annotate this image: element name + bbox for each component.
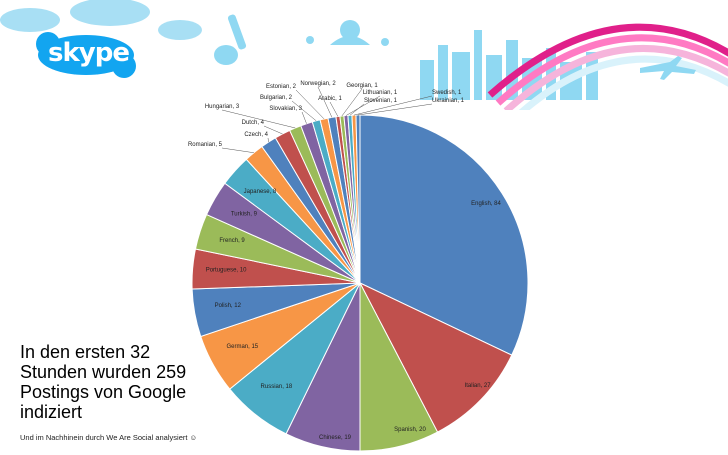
slice-label: Japanese, 8 — [244, 189, 277, 195]
slice-label: Slovenian, 1 — [364, 98, 398, 104]
footnote: Und im Nachhinein durch We Are Social an… — [20, 433, 198, 442]
slice-label: Spanish, 20 — [394, 427, 426, 433]
leader-line — [221, 109, 296, 129]
slice-label: Hungarian, 3 — [205, 104, 240, 110]
slice-label: Polish, 12 — [215, 303, 242, 309]
leader-line — [263, 125, 283, 135]
slice-label: Ukrainian, 1 — [432, 98, 465, 104]
pie-slice-english — [359, 114, 529, 356]
skype-logo-text: skype — [48, 38, 130, 68]
airplane-icon — [640, 56, 696, 80]
slice-label: Estonian, 2 — [266, 84, 297, 90]
slice-label: Slovakian, 3 — [269, 106, 302, 112]
slice-label: Arabic, 1 — [318, 96, 342, 102]
leader-line — [295, 89, 325, 120]
header-decoration — [0, 0, 728, 110]
slice-label: Swedish, 1 — [432, 90, 462, 96]
leader-line — [357, 103, 433, 116]
slice-label: Russian, 18 — [261, 384, 293, 390]
slice-label: Turkish, 9 — [231, 211, 258, 217]
slice-label: Romanian, 5 — [188, 142, 223, 148]
slice-label: Dutch, 4 — [242, 120, 265, 126]
slice-label: Italian, 27 — [465, 383, 492, 389]
leader-line — [291, 100, 317, 122]
leader-line — [317, 86, 333, 118]
leader-line — [267, 137, 269, 143]
headline: In den ersten 32 Stunden wurden 259 Post… — [20, 342, 187, 422]
pie-slice-italian — [358, 281, 513, 433]
leader-line — [301, 111, 307, 124]
slice-label: German, 15 — [226, 344, 258, 350]
leader-line — [341, 88, 363, 117]
leader-line — [329, 101, 339, 117]
guitar-icon — [214, 14, 247, 65]
sun-icon — [306, 20, 389, 46]
slice-label: Norwegian, 2 — [300, 81, 336, 87]
leader-line — [345, 95, 381, 116]
slice-label: French, 9 — [219, 238, 245, 244]
pie-slice-ukrainian — [355, 114, 361, 284]
slice-label: Bulgarian, 2 — [260, 95, 293, 101]
slice-label: Chinese, 19 — [319, 435, 352, 441]
skype-logo — [36, 32, 136, 78]
slice-label: Czech, 4 — [244, 132, 268, 138]
slice-label: Portuguese, 10 — [206, 268, 247, 274]
slice-label: Georgian, 1 — [346, 83, 378, 89]
leader-line — [353, 95, 433, 116]
leader-line — [221, 147, 254, 153]
cloud-decoration — [0, 0, 202, 40]
slice-label: English, 84 — [471, 201, 501, 207]
leader-line — [349, 103, 365, 116]
slice-label: Lithuanian, 1 — [363, 90, 398, 96]
rainbow-decoration — [487, 23, 728, 110]
